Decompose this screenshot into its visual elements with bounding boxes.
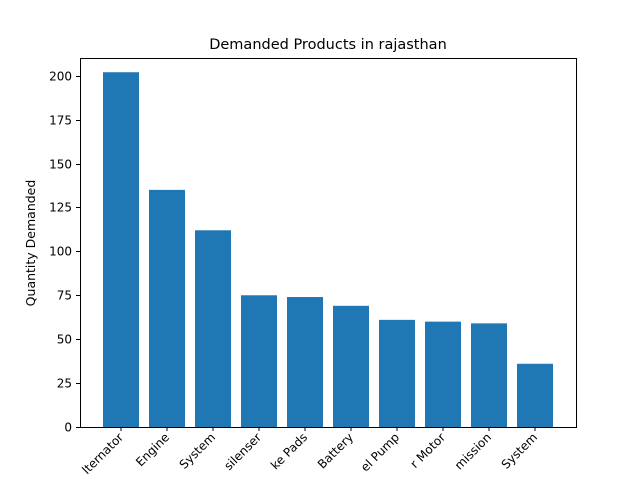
x-tick-label-5: Battery [315,430,356,471]
bar-8 [471,323,507,427]
bar-0 [103,72,139,428]
bar-3 [241,295,277,427]
bar-5 [333,305,369,427]
y-axis-label: Quantity Demanded [23,180,38,307]
x-tick-label-1: Engine [133,430,172,469]
bars-group [103,72,553,428]
y-tick-label-4: 100 [49,245,72,259]
y-tick-label-7: 175 [49,114,72,128]
y-axis: 0 25 50 75 100 125 150 175 200 [49,70,80,435]
x-tick-label-3: silenser [221,430,264,473]
y-tick-label-0: 0 [64,421,72,435]
y-tick-label-8: 200 [49,70,72,84]
y-tick-label-2: 50 [57,333,72,347]
bar-9 [517,363,553,427]
bar-4 [287,297,323,427]
bar-6 [379,319,415,427]
y-tick-label-5: 125 [49,201,72,215]
x-tick-label-9: System [499,430,541,472]
bar-7 [425,321,461,427]
y-tick-label-1: 25 [57,377,72,391]
y-tick-label-6: 150 [49,158,72,172]
x-tick-label-2: System [177,430,219,472]
x-tick-label-0: lternator [79,430,126,477]
bar-1 [149,189,185,427]
plot-frame [80,58,577,428]
x-tick-label-8: mission [452,430,494,472]
bar-2 [195,230,231,427]
x-axis: lternator Engine System silenser ke Pads Batt… [79,427,540,477]
x-tick-label-7: r Motor [408,430,449,471]
x-tick-label-6: el Pump [358,430,402,474]
y-tick-label-3: 75 [57,289,72,303]
x-tick-label-4: ke Pads [268,430,310,472]
chart-title: Demanded Products in rajasthan [209,37,447,53]
